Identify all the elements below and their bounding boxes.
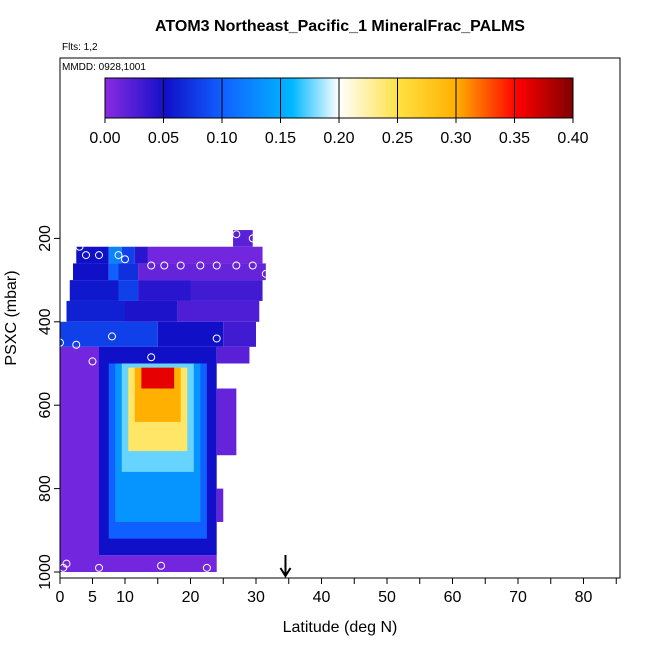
observation-markers [56, 230, 270, 572]
observation-point [157, 561, 166, 570]
x-tick-label: 0 [56, 589, 65, 606]
y-axis-title: PSXC (mbar) [3, 270, 20, 365]
x-tick-label: 20 [182, 589, 200, 606]
heatmap-cell [233, 230, 253, 247]
x-tick-label: 30 [247, 589, 265, 606]
observation-point [212, 261, 221, 270]
observation-point [108, 332, 116, 341]
heatmap-cell [157, 321, 224, 347]
x-tick-label: 60 [444, 589, 462, 606]
y-tick-label: 800 [37, 475, 54, 502]
x-tick-label: 40 [313, 589, 331, 606]
chart-title: ATOM3 Northeast_Pacific_1 MineralFrac_PA… [155, 18, 525, 35]
observation-point [95, 563, 103, 572]
observation-point [72, 340, 81, 349]
observation-point [212, 334, 221, 343]
observation-point [95, 251, 103, 260]
heatmap-cell [216, 488, 224, 522]
observation-point [248, 261, 257, 270]
observation-point [232, 261, 241, 270]
heatmap-cell [121, 246, 135, 264]
heatmap-cell [216, 388, 237, 456]
observation-point [114, 251, 123, 260]
observation-point [196, 261, 205, 270]
colorbar-tick-label: 0.30 [440, 130, 471, 147]
y-tick-label: 1000 [37, 554, 54, 590]
heatmap-cell [76, 246, 109, 264]
heatmap-cell [138, 263, 266, 281]
heatmap-cell [216, 346, 250, 364]
colorbar-tick-label: 0.25 [382, 130, 413, 147]
heatmap-cell [141, 367, 175, 389]
heatmap-cell [147, 246, 263, 264]
observation-point [88, 357, 97, 366]
y-tick-label: 200 [37, 225, 54, 252]
date-note: MMDD: 0928,1001 [62, 62, 146, 73]
heatmap-cell [190, 280, 263, 301]
heatmap-cell [73, 263, 109, 281]
observation-point [232, 230, 241, 239]
x-tick-label: 80 [575, 589, 593, 606]
colorbar-tick-label: 0.15 [265, 130, 296, 147]
x-tick-label: 70 [509, 589, 527, 606]
heatmap-cell [223, 321, 256, 347]
y-tick-label: 600 [37, 392, 54, 419]
plot-frame [59, 57, 621, 579]
colorbar-tick-label: 0.20 [323, 130, 354, 147]
heatmap-cell [118, 263, 139, 281]
heatmap-cell [138, 280, 191, 301]
y-axis: 200 400 600 800 1000 [37, 225, 60, 590]
colorbar-tick-label: 0.00 [89, 130, 120, 147]
x-tick-label: 10 [116, 589, 134, 606]
observation-point [121, 255, 129, 264]
latitude-marker-arrow [279, 555, 292, 578]
observation-point [147, 261, 156, 270]
colorbar-tick-label: 0.10 [206, 130, 237, 147]
observation-point [202, 563, 211, 572]
marker-head [279, 567, 292, 578]
x-tick-label: 50 [378, 589, 396, 606]
observation-point [75, 242, 84, 251]
observation-point [261, 269, 270, 278]
heatmap-cell [134, 246, 148, 264]
colorbar: 0.00 0.05 0.10 0.15 0.20 0.25 0.30 0.35 0.40 [89, 77, 589, 147]
colorbar-tick-label: 0.40 [557, 130, 588, 147]
x-tick-label: 5 [88, 589, 97, 606]
colorbar-tick-label: 0.05 [148, 130, 179, 147]
heatmap-cell [69, 280, 119, 301]
heatmap-cells [60, 230, 266, 572]
heatmap-cell [108, 263, 119, 281]
heatmap-cell [118, 280, 139, 301]
observation-point [176, 261, 185, 270]
observation-point [160, 261, 169, 270]
heatmap-cell [60, 346, 99, 572]
heatmap-cell [177, 300, 260, 322]
x-axis-title: Latitude (deg N) [283, 619, 398, 636]
x-axis: 0 5 10 20 30 40 50 60 70 80 [56, 578, 617, 606]
flights-note: Flts: 1,2 [62, 42, 98, 53]
observation-point [147, 353, 156, 362]
colorbar-tick-label: 0.35 [499, 130, 530, 147]
observation-point [248, 234, 257, 243]
heatmap-cell [125, 300, 178, 322]
heatmap-cell [66, 300, 125, 322]
observation-point [82, 251, 90, 260]
y-tick-label: 400 [37, 308, 54, 335]
